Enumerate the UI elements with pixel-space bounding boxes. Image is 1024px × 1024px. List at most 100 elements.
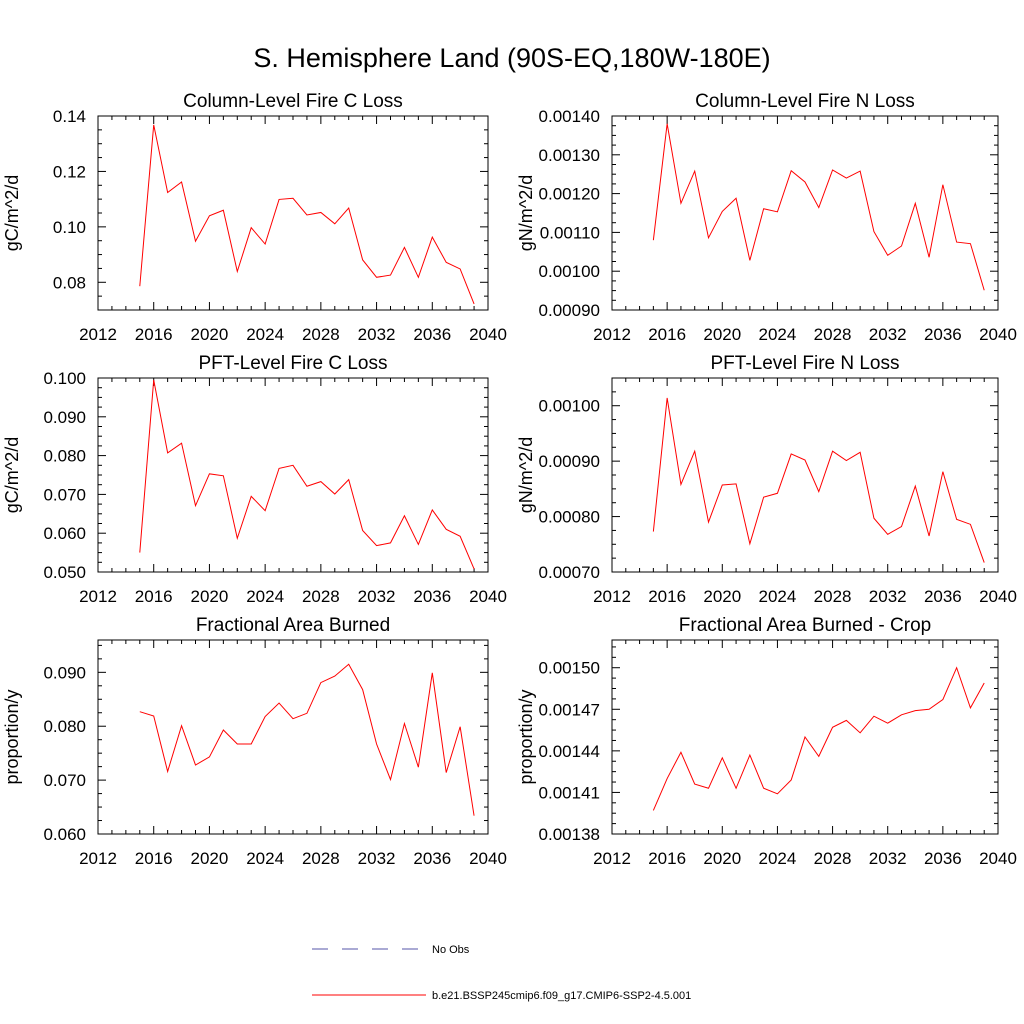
x-tick-label: 2016 bbox=[648, 325, 686, 344]
plot-frame bbox=[97, 377, 489, 573]
x-tick-label: 2024 bbox=[246, 325, 284, 344]
y-tick-label: 0.100 bbox=[43, 369, 86, 388]
panel-column-level-fire-c-loss: Column-Level Fire C Loss gC/m^2/d 2012 2016… bbox=[2, 91, 507, 344]
y-tick-label: 0.080 bbox=[43, 447, 86, 466]
y-axis-label: gC/m^2/d bbox=[2, 175, 22, 251]
x-tick-label: 2028 bbox=[302, 849, 340, 868]
x-tick-label: 2024 bbox=[246, 849, 284, 868]
panel-title: PFT-Level Fire N Loss bbox=[711, 353, 900, 374]
x-tick-label: 2036 bbox=[924, 849, 962, 868]
x-tick-label: 2028 bbox=[302, 587, 340, 606]
y-tick-label: 0.00070 bbox=[539, 563, 600, 582]
x-tick-label: 2040 bbox=[469, 849, 507, 868]
x-tick-label: 2012 bbox=[79, 325, 117, 344]
y-axis-label: gC/m^2/d bbox=[2, 437, 22, 513]
x-tick-label: 2040 bbox=[469, 325, 507, 344]
y-tick-label: 0.00090 bbox=[539, 452, 600, 471]
legend-label-model-run: b.e21.BSSP245cmip6.f09_g17.CMIP6-SSP2-4.… bbox=[432, 990, 691, 1002]
y-axis-label: gN/m^2/d bbox=[516, 175, 536, 251]
panel-pft-level-fire-c-loss: PFT-Level Fire C Loss gC/m^2/d 2012 2016 202… bbox=[2, 353, 507, 606]
y-tick-label: 0.00100 bbox=[539, 397, 600, 416]
y-tick-label: 0.060 bbox=[43, 825, 86, 844]
x-tick-label: 2012 bbox=[593, 325, 631, 344]
x-tick-label: 2012 bbox=[79, 849, 117, 868]
y-tick-label: 0.060 bbox=[43, 524, 86, 543]
plot-frame bbox=[611, 377, 999, 573]
series-line-column-level-fire-c-loss bbox=[139, 124, 475, 305]
x-tick-label: 2040 bbox=[979, 849, 1017, 868]
x-tick-label: 2032 bbox=[358, 587, 396, 606]
legend-item-model-run: b.e21.BSSP245cmip6.f09_g17.CMIP6-SSP2-4.… bbox=[312, 990, 691, 1002]
x-tick-label: 2032 bbox=[869, 587, 907, 606]
x-tick-label: 2020 bbox=[191, 325, 229, 344]
y-tick-label: 0.090 bbox=[43, 408, 86, 427]
panel-pft-level-fire-n-loss: PFT-Level Fire N Loss gN/m^2/d 2012 2016 202… bbox=[516, 353, 1017, 606]
y-tick-label: 0.00140 bbox=[539, 107, 600, 126]
series-line-fractional-area-burned-crop bbox=[652, 666, 985, 811]
x-tick-label: 2040 bbox=[979, 587, 1017, 606]
panel-column-level-fire-n-loss: Column-Level Fire N Loss gN/m^2/d 2012 2016… bbox=[516, 91, 1017, 344]
y-tick-label: 0.00150 bbox=[539, 659, 600, 678]
y-tick-label: 0.14 bbox=[53, 107, 86, 126]
x-tick-label: 2028 bbox=[814, 587, 852, 606]
x-tick-label: 2012 bbox=[79, 587, 117, 606]
series-line-column-level-fire-n-loss bbox=[652, 123, 985, 291]
y-tick-label: 0.00100 bbox=[539, 262, 600, 281]
plot-frame bbox=[611, 115, 999, 311]
y-tick-label: 0.050 bbox=[43, 563, 86, 582]
x-tick-label: 2016 bbox=[135, 587, 173, 606]
x-tick-label: 2036 bbox=[924, 587, 962, 606]
y-tick-label: 0.00110 bbox=[540, 223, 600, 242]
y-tick-label: 0.00080 bbox=[539, 508, 600, 527]
x-tick-label: 2036 bbox=[924, 325, 962, 344]
x-tick-label: 2032 bbox=[869, 849, 907, 868]
series-line-fractional-area-burned bbox=[139, 663, 475, 816]
x-tick-label: 2012 bbox=[593, 849, 631, 868]
y-tick-label: 0.00120 bbox=[539, 185, 600, 204]
y-tick-label: 0.00141 bbox=[539, 783, 600, 802]
y-tick-label: 0.080 bbox=[43, 717, 86, 736]
legend: No Obs b.e21.BSSP245cmip6.f09_g17.CMIP6-… bbox=[312, 944, 691, 1002]
plot-frame bbox=[97, 639, 489, 835]
y-tick-label: 0.00130 bbox=[539, 146, 600, 165]
y-tick-label: 0.08 bbox=[53, 273, 86, 292]
x-tick-label: 2036 bbox=[413, 587, 451, 606]
x-tick-label: 2020 bbox=[191, 849, 229, 868]
x-tick-label: 2020 bbox=[703, 587, 741, 606]
panel-title: Fractional Area Burned - Crop bbox=[679, 615, 931, 636]
y-tick-label: 0.00138 bbox=[539, 825, 600, 844]
x-tick-label: 2040 bbox=[979, 325, 1017, 344]
x-tick-label: 2024 bbox=[759, 325, 797, 344]
y-tick-label: 0.090 bbox=[43, 663, 86, 682]
panel-title: Column-Level Fire N Loss bbox=[695, 91, 915, 112]
y-tick-label: 0.070 bbox=[43, 771, 86, 790]
legend-item-no-obs: No Obs bbox=[312, 944, 470, 956]
x-tick-label: 2016 bbox=[648, 587, 686, 606]
series-line-pft-level-fire-n-loss bbox=[652, 397, 985, 563]
panel-fractional-area-burned: Fractional Area Burned proportion/y 2012 20… bbox=[2, 615, 507, 868]
plot-frame bbox=[97, 115, 489, 311]
legend-label-no-obs: No Obs bbox=[432, 944, 470, 956]
x-tick-label: 2016 bbox=[135, 849, 173, 868]
x-tick-label: 2028 bbox=[814, 849, 852, 868]
x-tick-label: 2028 bbox=[302, 325, 340, 344]
y-axis-label: gN/m^2/d bbox=[516, 437, 536, 513]
x-tick-label: 2020 bbox=[703, 849, 741, 868]
x-tick-label: 2016 bbox=[135, 325, 173, 344]
x-tick-label: 2028 bbox=[814, 325, 852, 344]
y-axis-label: proportion/y bbox=[516, 689, 536, 784]
panels: Column-Level Fire C Loss gC/m^2/d 2012 2016… bbox=[2, 91, 1017, 868]
y-tick-label: 0.00090 bbox=[539, 301, 600, 320]
x-tick-label: 2020 bbox=[703, 325, 741, 344]
y-axis-label: proportion/y bbox=[2, 689, 22, 784]
x-tick-label: 2016 bbox=[648, 849, 686, 868]
x-tick-label: 2012 bbox=[593, 587, 631, 606]
x-tick-label: 2032 bbox=[358, 849, 396, 868]
y-tick-label: 0.070 bbox=[43, 485, 86, 504]
panel-title: Column-Level Fire C Loss bbox=[183, 91, 403, 112]
y-tick-label: 0.12 bbox=[53, 162, 86, 181]
x-tick-label: 2040 bbox=[469, 587, 507, 606]
x-tick-label: 2024 bbox=[246, 587, 284, 606]
x-tick-label: 2036 bbox=[413, 325, 451, 344]
panel-fractional-area-burned-crop: Fractional Area Burned - Crop proportion/… bbox=[516, 615, 1017, 868]
